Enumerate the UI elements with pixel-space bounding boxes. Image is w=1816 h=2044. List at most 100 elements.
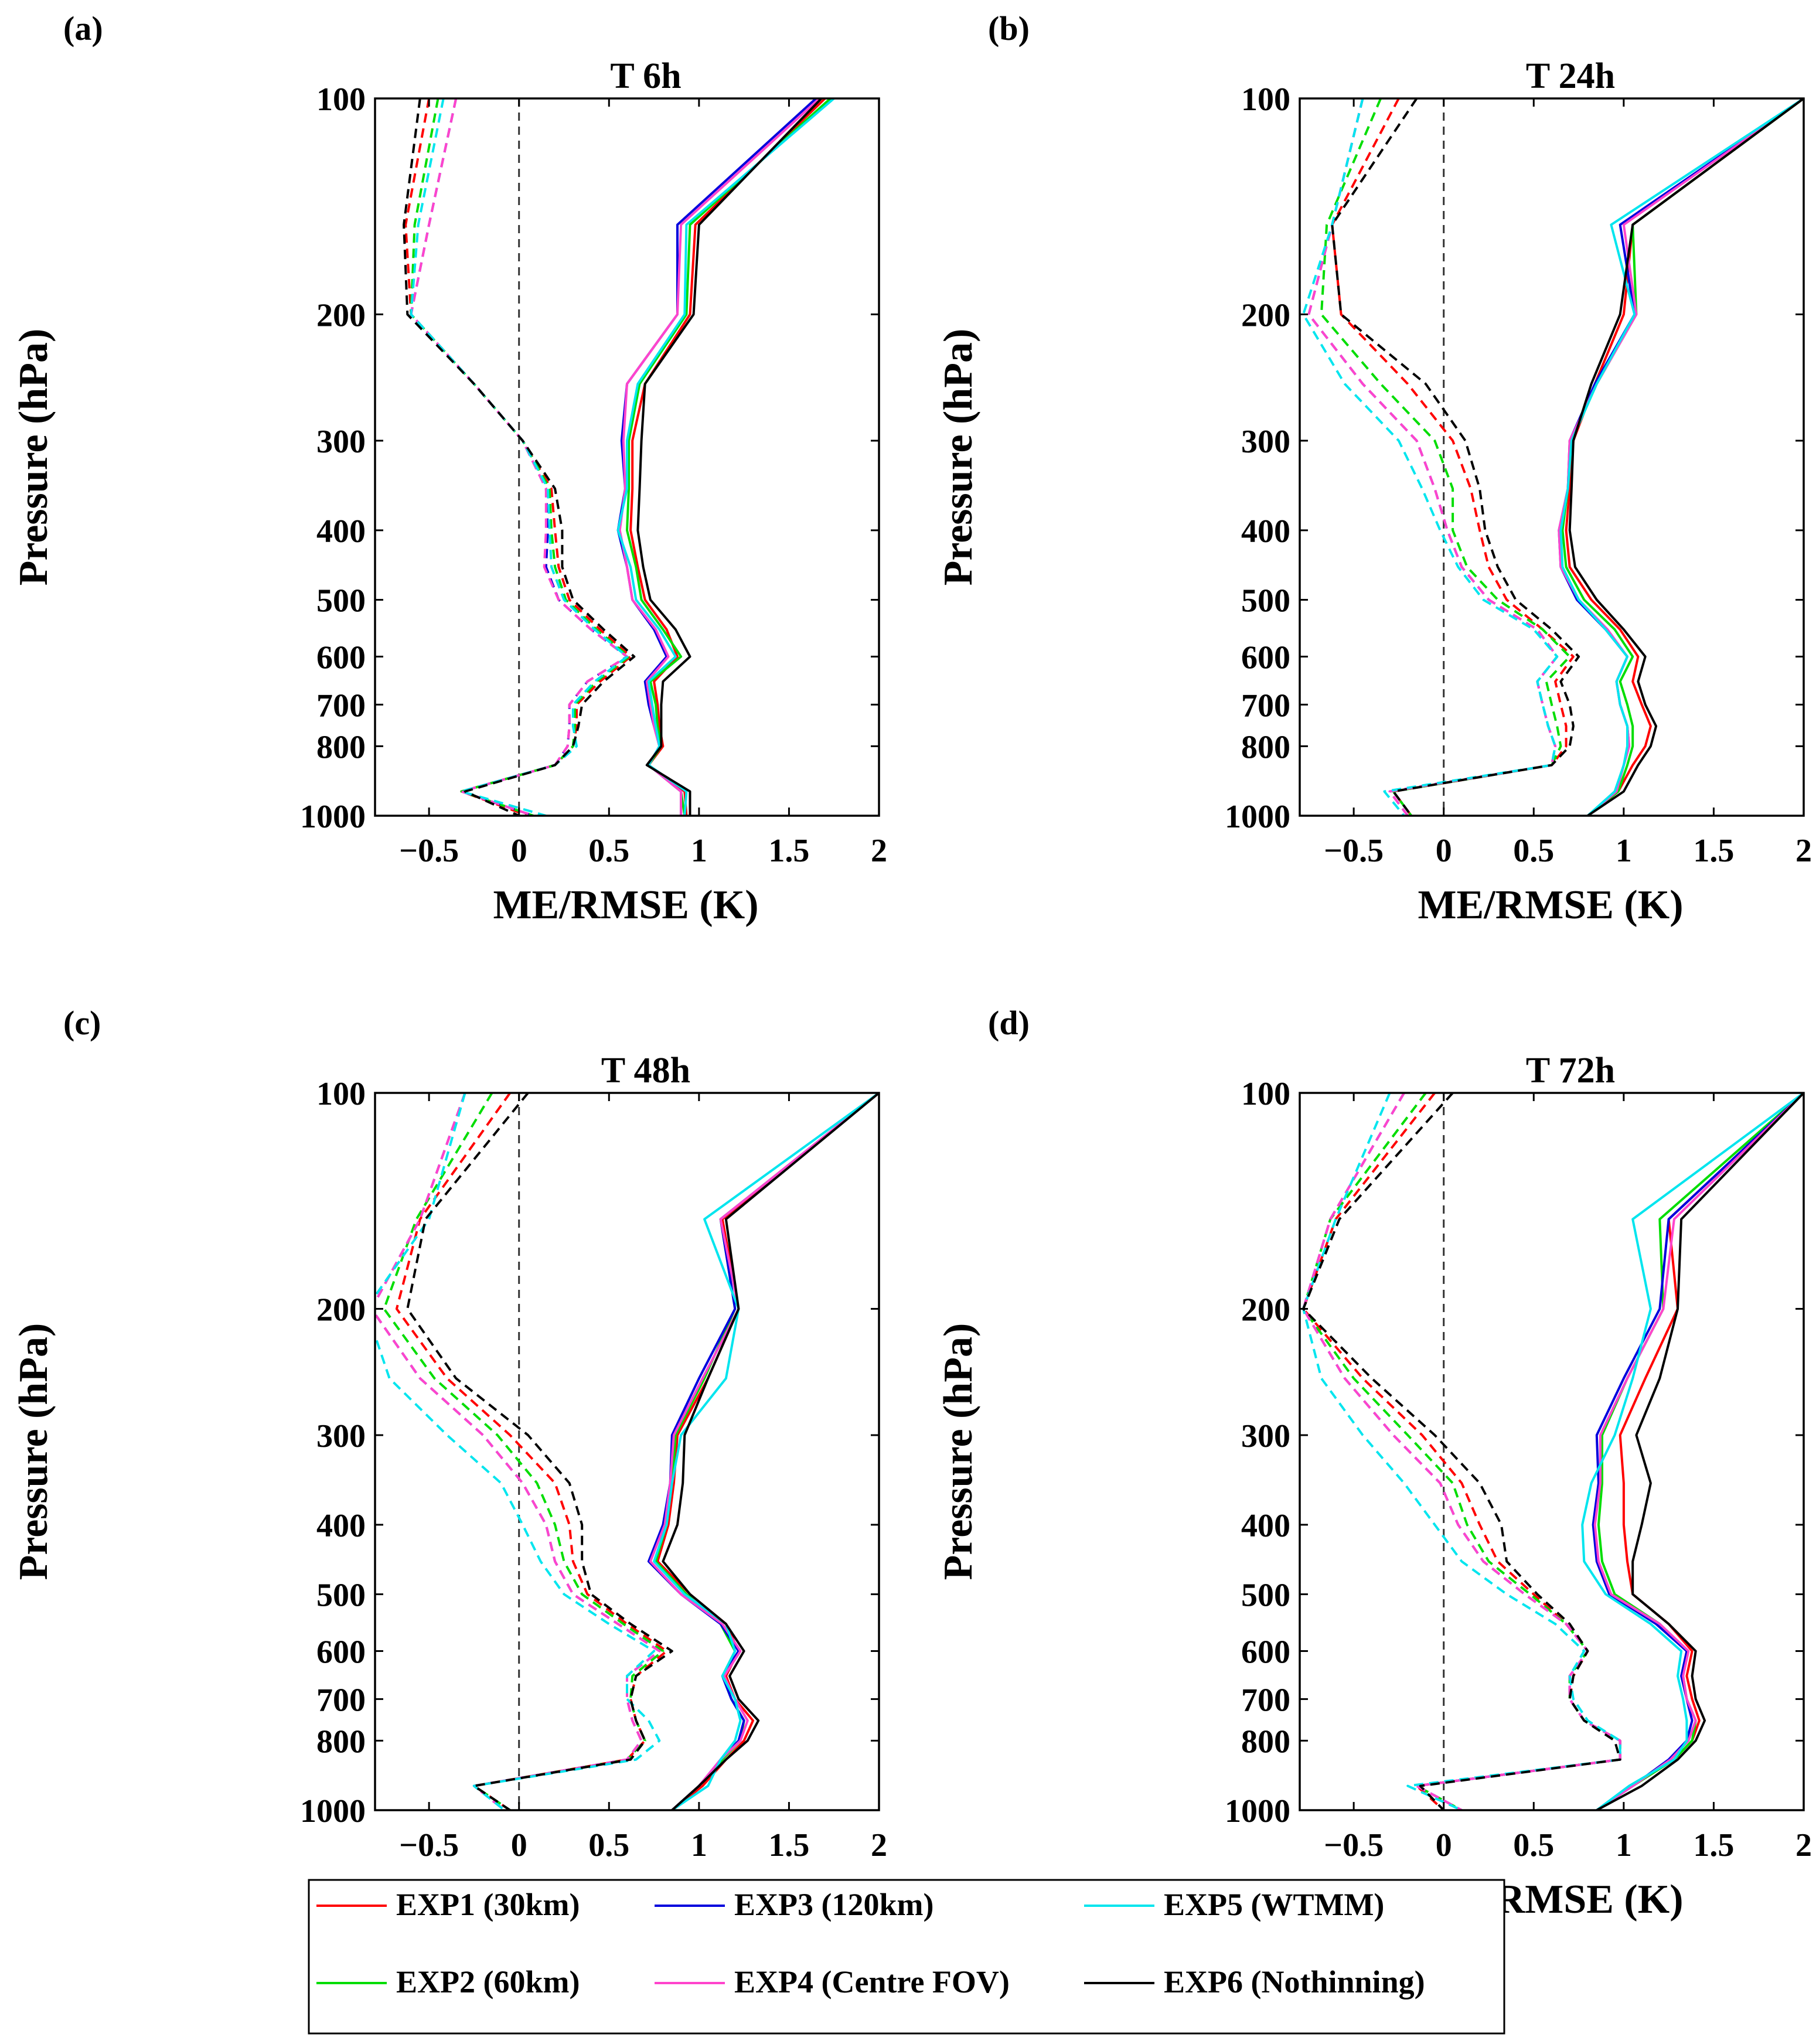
- y-tick-label: 300: [316, 424, 366, 460]
- exp6-rmse-line: [1596, 1093, 1804, 1810]
- panel-title: T 24h: [1526, 56, 1615, 96]
- series-group: [403, 98, 835, 816]
- panel-letter: (a): [63, 9, 103, 47]
- exp1-rmse-line: [656, 1093, 879, 1810]
- legend-box: [308, 1879, 1505, 2035]
- exp5-rmse-line: [1581, 1093, 1804, 1810]
- x-tick-label: 0: [1436, 833, 1452, 869]
- legend-label-exp1: EXP1 (30km): [396, 1887, 580, 1922]
- exp5-me-line: [1302, 1093, 1621, 1810]
- panel-c: (c) T 48h −0.5 0 0.5 1 1.5 2 100 200 300 400 500 600 7…: [11, 1004, 887, 1922]
- series-group: [1302, 98, 1804, 816]
- x-axis-label: ME/RMSE (K): [1418, 883, 1683, 928]
- y-tick-label: 100: [1241, 1076, 1290, 1112]
- axes-frame: [1299, 1092, 1805, 1811]
- exp1-rmse-line: [629, 98, 826, 816]
- legend-label-exp6: EXP6 (Nothinning): [1164, 1964, 1425, 1999]
- x-tick-label: 0.5: [1513, 1827, 1554, 1864]
- y-tick-label: 500: [316, 1578, 366, 1614]
- y-axis-label: Pressure (hPa): [11, 1323, 56, 1580]
- panel-letter: (d): [988, 1004, 1030, 1042]
- y-tick-label: 400: [316, 1508, 366, 1544]
- x-tick-label: 0.5: [588, 1827, 629, 1864]
- y-tick-label: 800: [1241, 1723, 1290, 1760]
- legend-label-exp5: EXP5 (WTMM): [1164, 1887, 1384, 1922]
- y-tick-label: 500: [1241, 1578, 1290, 1614]
- exp1-me-line: [395, 1093, 668, 1810]
- axes-frame: [374, 1092, 880, 1811]
- x-tick-label: 2: [1795, 1827, 1812, 1864]
- y-tick-label: 800: [316, 729, 366, 765]
- exp4-me-line: [1302, 1093, 1621, 1810]
- y-tick-label: 1000: [300, 799, 366, 835]
- panel-d: (d) T 72h −0.5 0 0.5 1 1.5 2 100 200 300 400 500 600 7…: [936, 1004, 1812, 1922]
- legend: EXP1 (30km) EXP2 (60km) EXP3 (120km) EXP4 (…: [308, 1879, 1505, 2035]
- legend-label-exp2: EXP2 (60km): [396, 1964, 580, 1999]
- y-tick-label: 300: [1241, 424, 1290, 460]
- y-tick-label: 600: [316, 639, 366, 676]
- exp6-me-line: [1331, 98, 1580, 816]
- exp5-rmse-line: [653, 1093, 879, 1810]
- y-tick-label: 1000: [1225, 799, 1290, 835]
- exp4-rmse-line: [1558, 98, 1804, 816]
- exp1-rmse-line: [1565, 98, 1804, 816]
- y-tick-label: 200: [1241, 1292, 1290, 1328]
- y-tick-label: 1000: [300, 1793, 366, 1830]
- y-tick-label: 600: [316, 1634, 366, 1670]
- exp4-me-line: [1307, 98, 1559, 816]
- panel-letter: (c): [63, 1004, 101, 1042]
- y-tick-label: 800: [316, 1723, 366, 1760]
- x-tick-label: 2: [871, 1827, 887, 1864]
- x-tick-label: 1: [691, 1827, 707, 1864]
- exp1-me-line: [404, 98, 632, 816]
- y-tick-label: 500: [1241, 583, 1290, 619]
- x-tick-label: 0: [511, 833, 527, 869]
- exp1-me-line: [1331, 98, 1575, 816]
- x-tick-label: 0: [511, 1827, 527, 1864]
- exp5-me-line: [1302, 98, 1559, 816]
- y-tick-label: 400: [316, 513, 366, 550]
- exp4-rmse-line: [649, 1093, 879, 1810]
- axes-frame: [374, 97, 880, 817]
- x-tick-label: −0.5: [399, 1827, 459, 1864]
- x-tick-label: −0.5: [1324, 833, 1384, 869]
- panel-a: (a) T 6h −0.5 0 0.5 1 1.5 2 100 200 300 400 500 600 70…: [11, 9, 887, 928]
- panel-title: T 48h: [601, 1051, 690, 1091]
- exp3-me-line: [375, 1093, 661, 1810]
- y-tick-label: 200: [316, 297, 366, 333]
- x-tick-label: −0.5: [1324, 1827, 1384, 1864]
- x-tick-label: 1: [1616, 1827, 1632, 1864]
- y-tick-label: 700: [316, 1682, 366, 1718]
- exp3-rmse-line: [1558, 98, 1804, 816]
- y-axis-label: Pressure (hPa): [11, 329, 56, 586]
- series-group: [1302, 1093, 1804, 1810]
- y-tick-label: 300: [1241, 1418, 1290, 1454]
- exp2-me-line: [1320, 98, 1571, 816]
- y-tick-label: 400: [1241, 1508, 1290, 1544]
- panel-title: T 6h: [610, 56, 681, 96]
- y-tick-label: 1000: [1225, 1793, 1290, 1830]
- exp5-me-line: [375, 1093, 661, 1810]
- panel-b: (b) T 24h −0.5 0 0.5 1 1.5 2 100 200 300 400 500 600 7…: [936, 9, 1812, 928]
- exp4-me-line: [375, 1093, 661, 1810]
- y-tick-label: 800: [1241, 729, 1290, 765]
- panel-letter: (b): [988, 9, 1030, 47]
- y-tick-label: 500: [316, 583, 366, 619]
- x-tick-label: 2: [871, 833, 887, 869]
- x-tick-label: 0.5: [1513, 833, 1554, 869]
- x-tick-label: 1.5: [1693, 1827, 1734, 1864]
- x-tick-label: −0.5: [399, 833, 459, 869]
- x-tick-label: 1.5: [1693, 833, 1734, 869]
- x-axis-label: ME/RMSE (K): [493, 883, 758, 928]
- exp2-me-line: [383, 1093, 665, 1810]
- y-tick-label: 200: [1241, 297, 1290, 333]
- y-tick-label: 400: [1241, 513, 1290, 550]
- exp6-me-line: [403, 98, 636, 816]
- x-tick-label: 1: [1616, 833, 1632, 869]
- exp5-rmse-line: [1559, 98, 1804, 816]
- exp6-me-line: [406, 1093, 673, 1810]
- y-tick-label: 100: [316, 81, 366, 118]
- x-tick-label: 1.5: [768, 1827, 809, 1864]
- y-tick-label: 700: [1241, 687, 1290, 724]
